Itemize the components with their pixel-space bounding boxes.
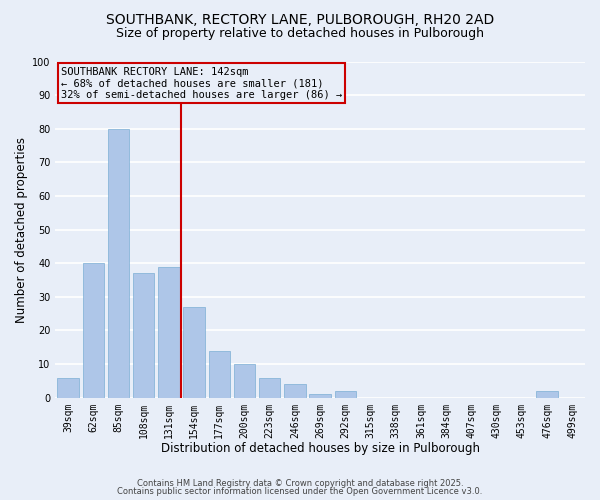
Text: Contains public sector information licensed under the Open Government Licence v3: Contains public sector information licen…	[118, 487, 482, 496]
Bar	[108, 128, 129, 398]
Bar	[133, 274, 154, 398]
Text: Size of property relative to detached houses in Pulborough: Size of property relative to detached ho…	[116, 28, 484, 40]
Text: SOUTHBANK RECTORY LANE: 142sqm
← 68% of detached houses are smaller (181)
32% of: SOUTHBANK RECTORY LANE: 142sqm ← 68% of …	[61, 66, 342, 100]
Bar	[184, 307, 205, 398]
Bar	[83, 263, 104, 398]
Bar	[57, 378, 79, 398]
Bar	[335, 391, 356, 398]
Bar	[284, 384, 306, 398]
Bar	[310, 394, 331, 398]
Text: Contains HM Land Registry data © Crown copyright and database right 2025.: Contains HM Land Registry data © Crown c…	[137, 478, 463, 488]
Bar	[234, 364, 255, 398]
Bar	[536, 391, 558, 398]
X-axis label: Distribution of detached houses by size in Pulborough: Distribution of detached houses by size …	[161, 442, 480, 455]
Bar	[259, 378, 280, 398]
Y-axis label: Number of detached properties: Number of detached properties	[15, 136, 28, 322]
Bar	[158, 266, 179, 398]
Bar	[209, 350, 230, 398]
Text: SOUTHBANK, RECTORY LANE, PULBOROUGH, RH20 2AD: SOUTHBANK, RECTORY LANE, PULBOROUGH, RH2…	[106, 12, 494, 26]
